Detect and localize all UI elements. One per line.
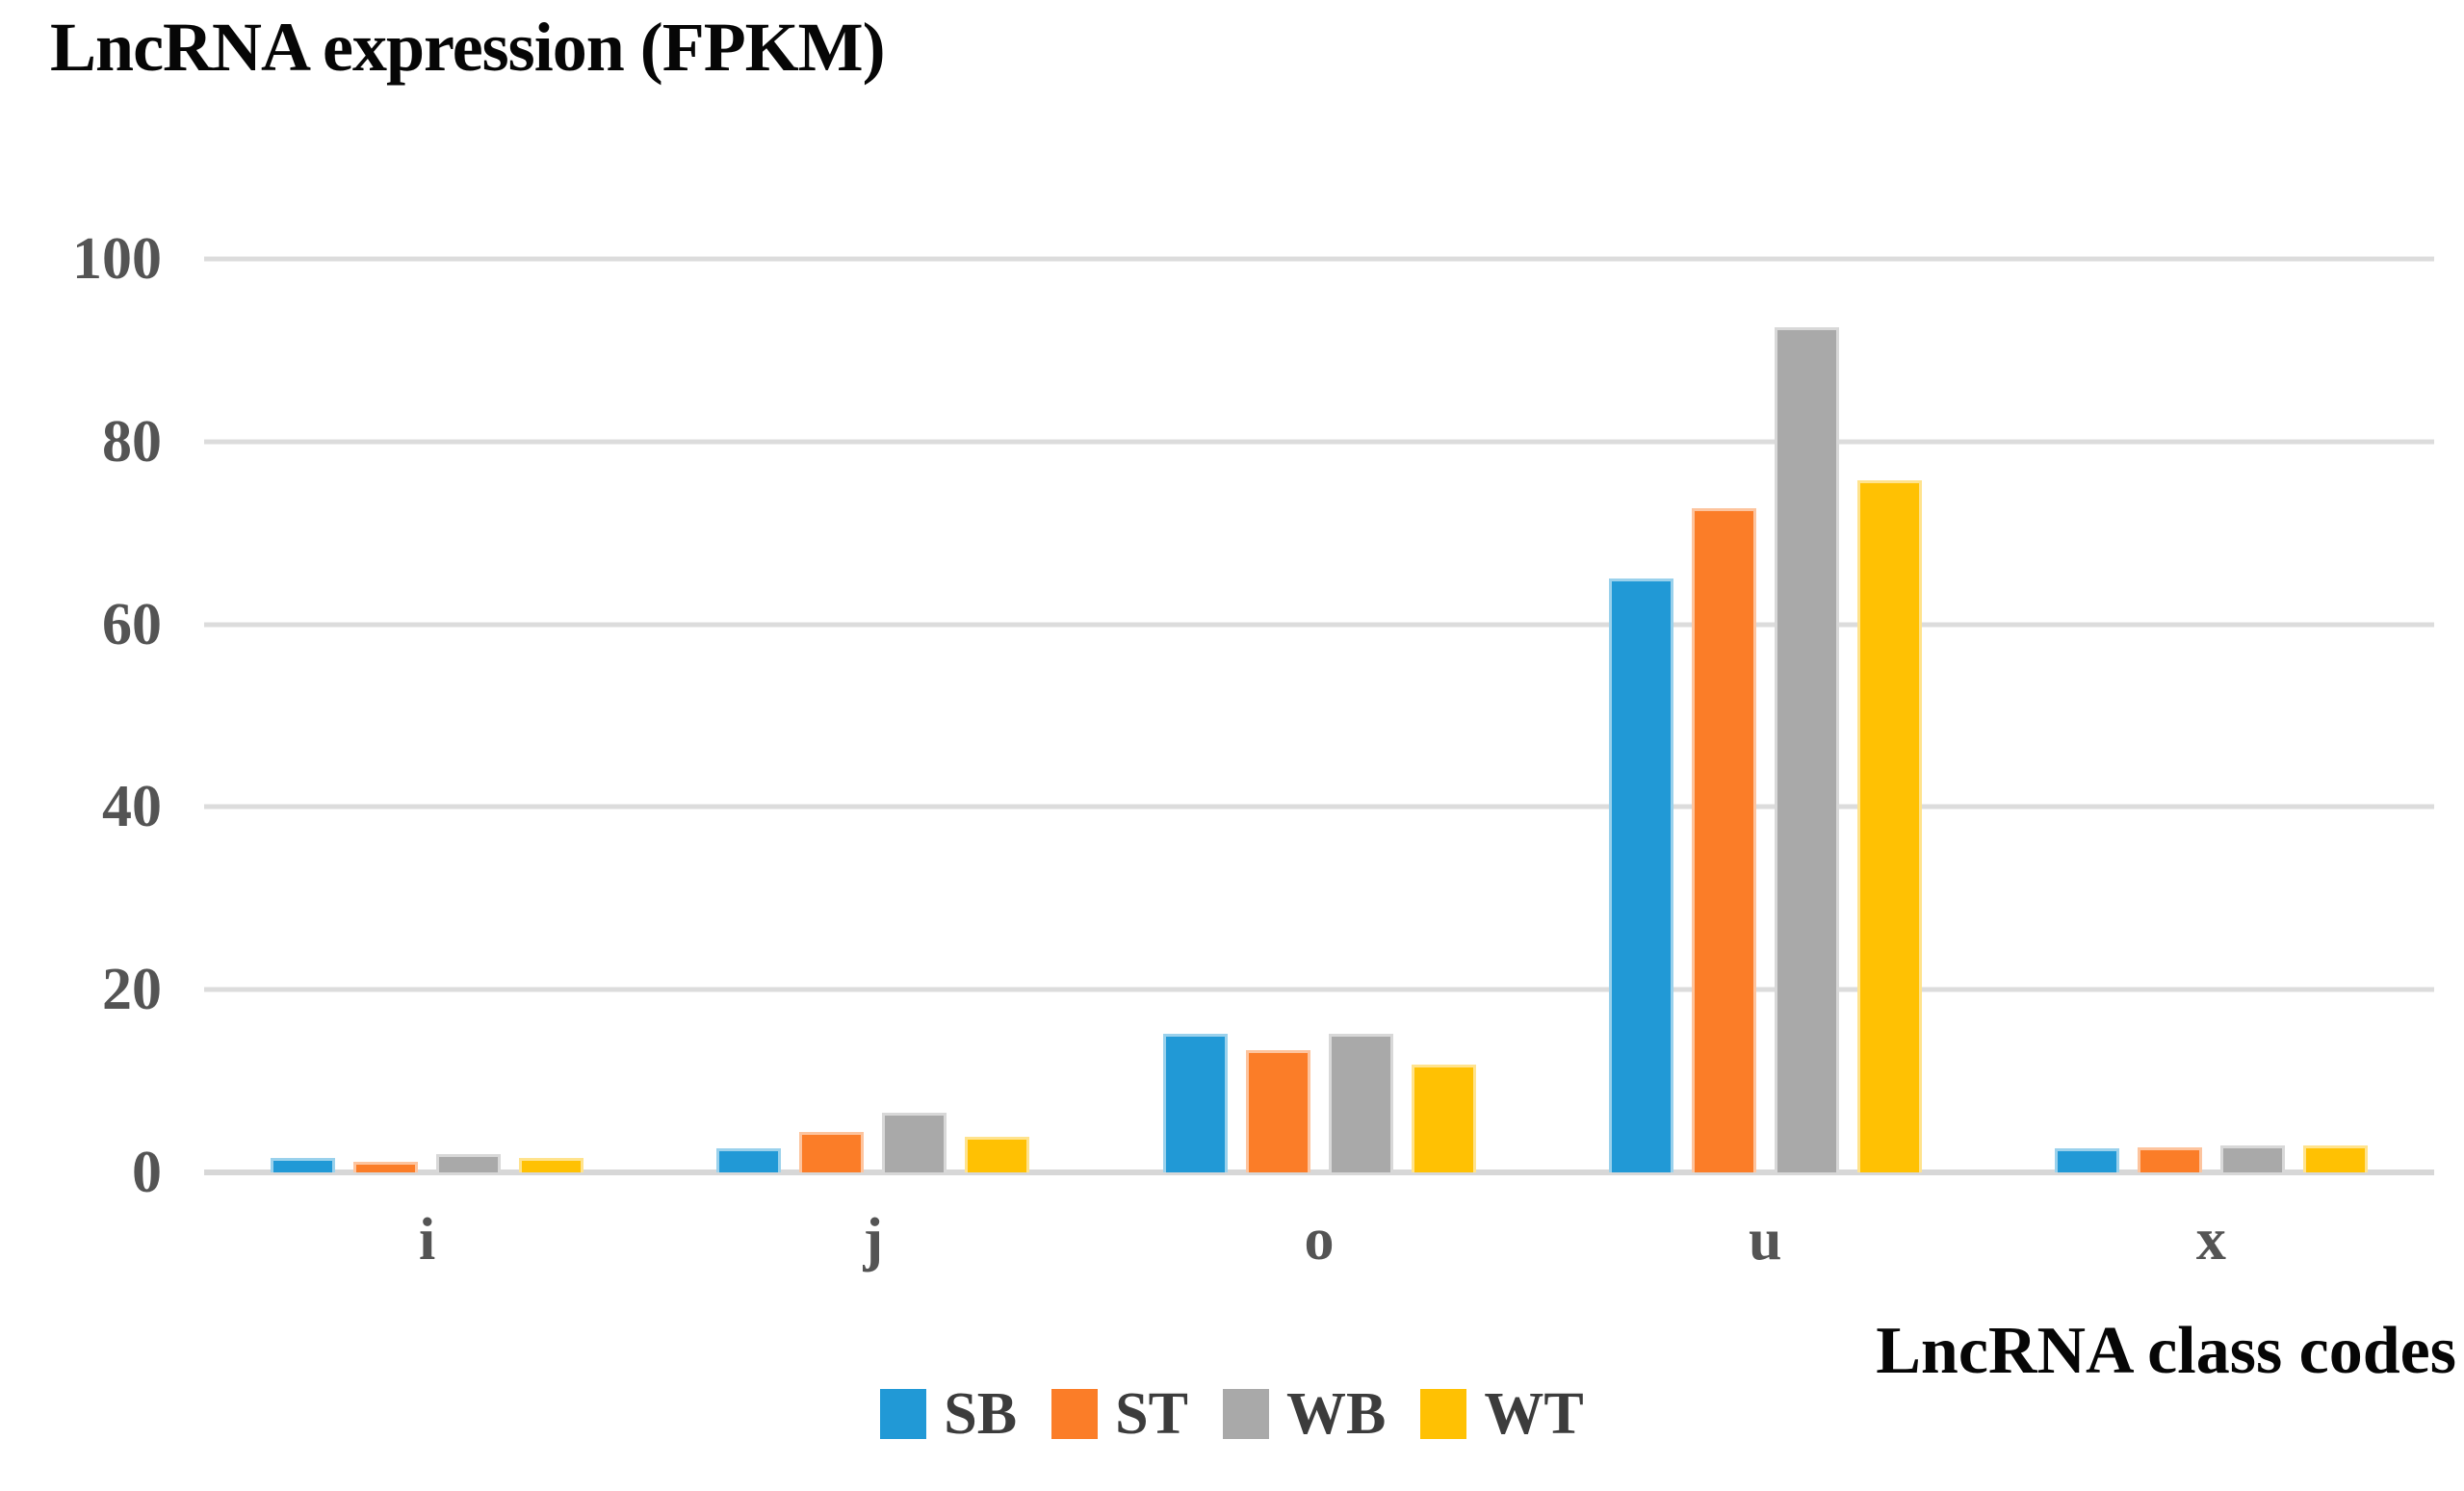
legend-item-ST: ST <box>1051 1384 1188 1444</box>
gridline <box>204 1170 2434 1175</box>
y-axis-tick-label: 0 <box>132 1140 162 1205</box>
y-axis-tick-label: 80 <box>102 408 162 475</box>
x-axis-category-label: x <box>2195 1207 2226 1272</box>
legend-label: WT <box>1484 1381 1584 1447</box>
bar-WB-u <box>1774 327 1839 1172</box>
y-axis-tick-label: 20 <box>102 957 162 1023</box>
chart-legend: SB ST WB WT <box>0 1384 2464 1444</box>
bar-WT-u <box>1856 479 1922 1172</box>
bar-SB-x <box>2054 1148 2119 1172</box>
bar-SB-o <box>1162 1033 1228 1172</box>
legend-swatch-WB <box>1222 1389 1269 1439</box>
bar-ST-i <box>353 1161 419 1172</box>
legend-swatch-WT <box>1420 1389 1467 1439</box>
gridline <box>204 622 2434 628</box>
bar-WT-o <box>1411 1065 1476 1172</box>
bar-group-u <box>1543 259 1988 1172</box>
bar-WT-j <box>965 1137 1030 1172</box>
bar-ST-u <box>1691 508 1756 1172</box>
legend-label: WB <box>1285 1381 1387 1447</box>
bar-SB-j <box>716 1148 782 1172</box>
x-axis-category-label: o <box>1304 1207 1335 1272</box>
y-axis-tick-label: 100 <box>72 226 162 292</box>
legend-item-SB: SB <box>880 1384 1017 1444</box>
legend-item-WB: WB <box>1222 1381 1387 1447</box>
bar-groups-container <box>204 259 2434 1172</box>
gridline <box>204 439 2434 445</box>
bar-ST-o <box>1245 1049 1310 1172</box>
bar-ST-j <box>799 1132 865 1172</box>
legend-swatch-ST <box>1051 1389 1099 1439</box>
legend-item-WT: WT <box>1420 1381 1584 1447</box>
bar-group-x <box>1988 259 2434 1172</box>
x-axis-category-label: j <box>863 1207 884 1272</box>
chart-title: LncRNA expression (FPKM) <box>50 9 886 86</box>
bar-WB-o <box>1328 1033 1393 1172</box>
plot-area <box>204 256 2434 1175</box>
x-axis-title: LncRNA class codes <box>1876 1314 2456 1388</box>
bar-group-j <box>650 259 1096 1172</box>
x-axis-category-label: i <box>418 1207 436 1272</box>
bar-WB-x <box>2219 1144 2285 1172</box>
x-axis-category-label: u <box>1748 1207 1782 1272</box>
gridline <box>204 987 2434 992</box>
bar-group-o <box>1096 259 1542 1172</box>
bar-SB-i <box>271 1157 336 1172</box>
bar-WB-i <box>436 1154 502 1172</box>
bar-WB-j <box>882 1113 947 1172</box>
y-axis-tick-label: 40 <box>102 774 162 840</box>
bar-SB-u <box>1608 578 1673 1172</box>
y-axis-tick-label: 60 <box>102 591 162 657</box>
gridline <box>204 256 2434 262</box>
legend-label: SB <box>944 1381 1018 1447</box>
bar-WT-i <box>519 1157 584 1172</box>
bar-group-i <box>204 259 650 1172</box>
y-axis: 0 20 40 60 80 100 <box>0 229 162 1202</box>
gridline <box>204 804 2434 810</box>
bar-WT-x <box>2302 1144 2368 1172</box>
bar-ST-x <box>2137 1147 2202 1172</box>
legend-label: ST <box>1115 1381 1188 1447</box>
legend-swatch-SB <box>880 1389 927 1439</box>
